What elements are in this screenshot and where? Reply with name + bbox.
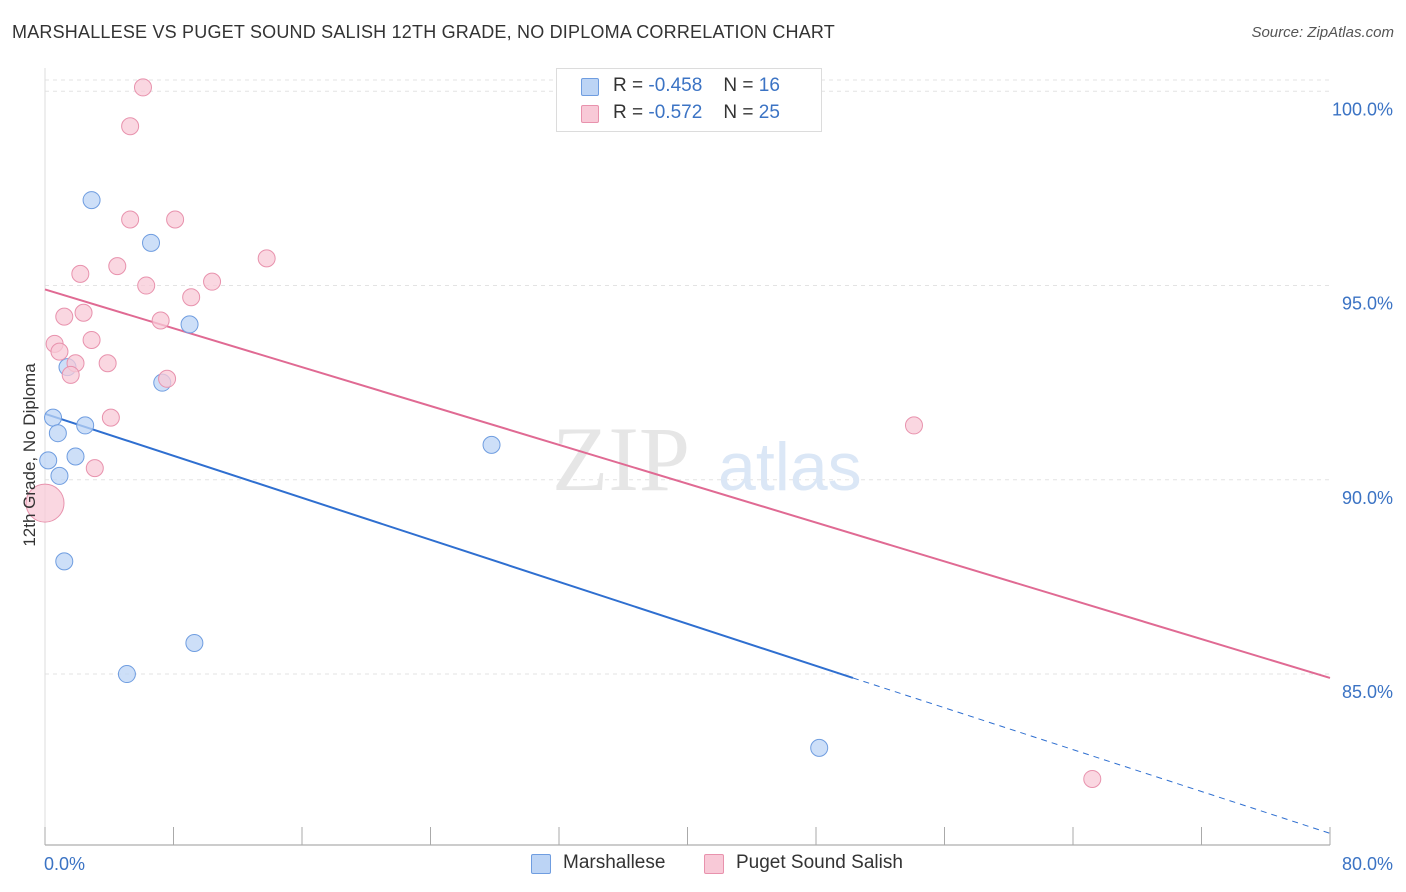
marshallese-point [76,416,95,435]
marshallese-swatch [581,78,599,96]
marshallese-trend-line [44,412,854,679]
salish-point [257,249,276,268]
stat-r-label: R = [613,102,644,123]
marshallese-point [180,315,199,334]
x-tick-label-min: 0.0% [44,854,85,874]
stats-legend-box: R = -0.458 N = 16 R = -0.572 N = 25 [556,68,822,132]
y-tick-label: 100.0% [1332,99,1393,119]
marshallese-point [142,233,161,252]
legend-marshallese-swatch [531,854,551,874]
marshallese-trend-extension [852,677,1331,834]
y-tick-label: 90.0% [1342,488,1393,508]
salish-swatch [581,105,599,123]
stat-n-label: N = [723,75,754,96]
y-axis-label: 12th Grade, No Diploma [20,363,39,547]
marshallese-point [48,424,67,443]
salish-point [82,330,101,349]
salish-point [133,78,152,97]
marshallese-point [66,447,85,466]
salish-point [137,276,156,295]
marshallese-point [117,665,136,684]
salish-point [158,369,177,388]
salish-point [1083,769,1102,788]
trend-lines [44,288,1331,834]
salish-point [25,483,65,523]
marshallese-point [482,435,501,454]
y-tick-labels: 100.0% 95.0% 90.0% 85.0% [1332,99,1393,702]
salish-point [50,342,69,361]
data-points [25,78,1102,788]
salish-point [151,311,170,330]
y-tick-label: 85.0% [1342,682,1393,702]
salish-point [121,117,140,136]
salish-point [101,408,120,427]
stat-r-label: R = [613,75,644,96]
marshallese-point [44,408,63,427]
legend-salish-label: Puget Sound Salish [736,852,903,873]
stat-r-value: -0.572 [648,102,703,123]
chart-source: Source: ZipAtlas.com [1251,24,1394,41]
marshallese-point [39,451,58,470]
legend-salish-swatch [704,854,724,874]
salish-point [74,303,93,322]
salish-point [55,307,74,326]
salish-point [71,264,90,283]
salish-point [121,210,140,229]
salish-point [98,354,117,373]
chart-title: MARSHALLESE VS PUGET SOUND SALISH 12TH G… [12,22,835,42]
grid-lines [45,79,1330,675]
salish-trend-line [44,288,1331,679]
salish-point [85,459,104,478]
stat-n-value: 25 [758,102,780,123]
stat-n-value: 16 [758,75,780,96]
salish-point [61,365,80,384]
x-tick-labels: 0.0% 80.0% [44,854,1393,874]
salish-point [203,272,222,291]
marshallese-point [55,552,74,571]
watermark-atlas: atlas [718,429,862,505]
legend-marshallese-label: Marshallese [563,852,666,873]
salish-point [182,288,201,307]
marshallese-point [185,633,204,652]
marshallese-point [82,191,101,210]
watermark: ZIP atlas [552,408,862,510]
stat-r-value: -0.458 [648,75,703,96]
salish-point [904,416,923,435]
watermark-zip: ZIP [552,408,690,510]
y-tick-label: 95.0% [1342,294,1393,314]
marshallese-point [50,466,69,485]
salish-point [166,210,185,229]
salish-point [108,257,127,276]
x-tick-label-max: 80.0% [1342,854,1393,874]
marshallese-point [810,738,829,757]
stat-n-label: N = [723,102,754,123]
